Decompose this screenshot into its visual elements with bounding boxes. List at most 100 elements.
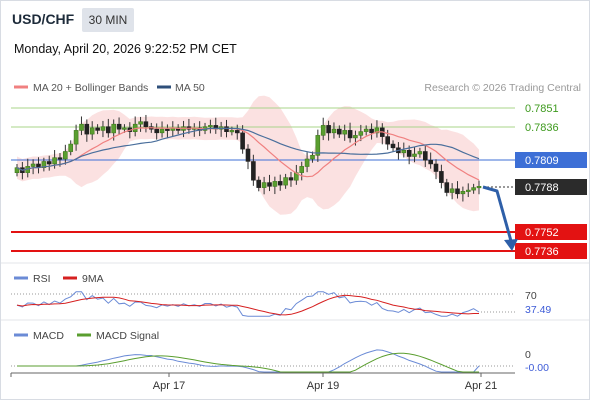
symbol-title: USD/CHF	[12, 11, 75, 27]
last-price-label: 0.7788	[525, 182, 559, 194]
candle-body	[406, 150, 412, 157]
support-tag-1	[515, 224, 587, 240]
candle-body	[310, 155, 315, 160]
resistance-label-1: 0.7851	[525, 103, 559, 115]
candle-body	[326, 125, 331, 134]
resistance-label-2: 0.7836	[525, 122, 559, 134]
candle-body	[30, 163, 36, 167]
candle-body	[369, 128, 374, 134]
candle-body	[208, 125, 213, 128]
candle-body	[476, 186, 482, 189]
candle-body	[449, 188, 455, 193]
candle-body	[304, 158, 310, 167]
candle-body	[224, 126, 229, 132]
candle-body	[240, 132, 245, 150]
candle-body	[138, 121, 143, 125]
x-tick-label: Apr 19	[307, 380, 339, 392]
candle-body	[342, 130, 348, 135]
ma20-legend-label: MA 20 + Bollinger Bands	[33, 82, 148, 94]
candle-body	[358, 131, 364, 136]
rsi-lines	[16, 291, 480, 317]
x-tick-label: Apr 17	[153, 380, 185, 392]
support-tag-2	[515, 243, 587, 259]
candle-body	[89, 127, 95, 135]
candle-body	[261, 182, 267, 188]
forecast-arrow-head	[504, 239, 518, 251]
candle-body	[331, 128, 337, 134]
candle-body	[347, 130, 353, 139]
candle-body	[315, 135, 321, 156]
candle-body	[62, 151, 68, 160]
candle-body	[455, 188, 460, 195]
candle-body	[111, 123, 116, 134]
candle-body	[143, 121, 149, 127]
candle-body	[428, 159, 434, 165]
candle-body	[465, 189, 471, 192]
support-label-2: 0.7736	[525, 246, 559, 258]
candle-body	[422, 151, 428, 161]
candle-body	[68, 143, 73, 152]
candle-body	[122, 127, 127, 130]
candle-body	[272, 181, 278, 187]
candle-body	[277, 181, 283, 186]
candle-body	[245, 148, 251, 162]
candle-body	[385, 136, 391, 145]
ma50-legend-label: MA 50	[175, 82, 205, 94]
ma50-line	[16, 127, 480, 171]
timeframe-badge[interactable]: 30 MIN	[82, 8, 134, 32]
rsi-value-label: 37.49	[525, 304, 551, 316]
candle-body	[267, 182, 272, 187]
candle-body	[154, 128, 159, 134]
rsi-level-label: 70	[525, 290, 537, 302]
candle-body	[417, 151, 423, 155]
macd-line	[17, 349, 480, 373]
ma20-line	[16, 127, 480, 181]
support-label-1: 0.7752	[525, 227, 559, 239]
candle-body	[116, 123, 122, 130]
macd-signal-line	[17, 352, 479, 373]
rsi-ma-legend-label: 9MA	[82, 273, 104, 285]
candle-body	[299, 166, 305, 173]
candle-body	[288, 177, 294, 181]
candle-body	[433, 163, 439, 172]
pivot-label: 0.7809	[525, 155, 559, 167]
candle-body	[353, 135, 358, 139]
candle-body	[251, 161, 256, 181]
candles	[14, 114, 482, 202]
candle-body	[390, 143, 396, 149]
candle-body	[444, 182, 450, 193]
candle-body	[95, 127, 100, 131]
macd-signal-legend-label: MACD Signal	[96, 330, 159, 342]
rsi-9ma-line	[16, 294, 479, 316]
candle-body	[41, 161, 47, 168]
candle-body	[57, 157, 63, 160]
candle-body	[374, 127, 380, 134]
credit-label: Research © 2026 Trading Central	[424, 82, 581, 94]
candle-body	[471, 187, 476, 191]
candle-body	[84, 123, 90, 135]
candle-body	[336, 128, 342, 135]
macd-legend-label: MACD	[33, 330, 64, 342]
candle-body	[73, 130, 79, 145]
candle-body	[363, 128, 369, 132]
candle-body	[46, 161, 52, 165]
candle-body	[229, 130, 235, 133]
rsi-legend-label: RSI	[33, 273, 51, 285]
candle-body	[165, 128, 170, 131]
candle-body	[283, 177, 288, 186]
candle-body	[106, 126, 111, 134]
forecast-arrow	[482, 185, 513, 242]
candle-body	[460, 191, 466, 195]
candle-body	[100, 126, 106, 131]
candle-body	[412, 153, 417, 157]
moving-averages	[16, 127, 480, 181]
candle-body	[159, 128, 165, 134]
candle-body	[401, 150, 407, 154]
macd-lines	[17, 349, 480, 373]
candle-body	[235, 130, 240, 134]
last-price-tag	[515, 179, 587, 195]
macd-level-label: 0	[525, 349, 531, 361]
candle-body	[320, 125, 326, 136]
